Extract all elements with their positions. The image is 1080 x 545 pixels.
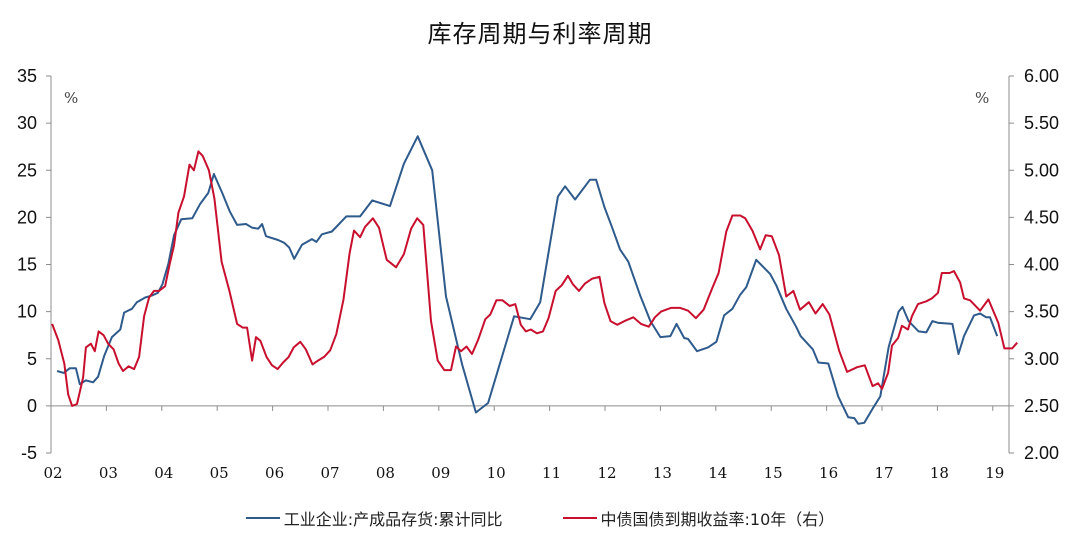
- x-axis-tick-label: 10: [487, 464, 506, 482]
- left-axis-tick-label: 15: [17, 255, 37, 275]
- chart-legend: 工业企业:产成品存货:累计同比 中债国债到期收益率:10年（右）: [0, 506, 1080, 530]
- x-axis-tick-label: 17: [874, 464, 893, 482]
- legend-swatch-red-line-icon: [562, 517, 597, 519]
- x-axis-tick-label: 12: [597, 464, 616, 482]
- x-axis-tick-label: 04: [154, 464, 173, 482]
- left-axis-tick-label: 35: [17, 66, 37, 86]
- right-axis-tick-label: 2.50: [1024, 396, 1059, 416]
- series-lines: [51, 135, 1018, 425]
- x-axis-tick-label: 13: [653, 464, 672, 482]
- right-axis-tick-label: 6.00: [1024, 66, 1059, 86]
- x-axis-tick-label: 15: [764, 464, 783, 482]
- left-axis-unit-label: %: [64, 89, 78, 107]
- x-axis-tick-label: 06: [265, 464, 284, 482]
- x-axis-tick-label: 03: [99, 464, 118, 482]
- left-axis-tick-label: -5: [21, 443, 37, 463]
- right-axis-unit-label: %: [975, 89, 989, 107]
- left-axis-tick-label: 0: [27, 396, 37, 416]
- x-axis-tick-label: 05: [210, 464, 229, 482]
- inventory-yoy-line: [56, 135, 999, 425]
- x-axis-tick-label: 11: [542, 464, 561, 482]
- x-axis-tick-label: 02: [43, 464, 62, 482]
- right-axis-tick-label: 3.00: [1024, 349, 1059, 369]
- legend-swatch-blue-line-icon: [245, 517, 280, 519]
- right-axis-tick-label: 5.50: [1024, 113, 1059, 133]
- right-axis-tick-label: 4.00: [1024, 255, 1059, 275]
- x-axis-tick-label: 09: [431, 464, 450, 482]
- bond-yield-10y-line: [51, 150, 1018, 407]
- right-axis-tick-label: 4.50: [1024, 207, 1059, 227]
- x-axis-tick-label: 16: [819, 464, 838, 482]
- right-axis-tick-label: 3.50: [1024, 302, 1059, 322]
- x-axis-tick-label: 14: [708, 464, 727, 482]
- right-axis-tick-label: 5.00: [1024, 160, 1059, 180]
- chart-title: 库存周期与利率周期: [427, 20, 653, 48]
- left-axis-tick-label: 5: [27, 349, 37, 369]
- left-axis-tick-label: 30: [17, 113, 37, 133]
- left-axis-tick-label: 25: [17, 160, 37, 180]
- x-axis-tick-label: 19: [985, 464, 1004, 482]
- legend-item-inventory: 工业企业:产成品存货:累计同比: [245, 506, 503, 530]
- x-axis-tick-label: 18: [930, 464, 949, 482]
- left-axis-tick-label: 20: [17, 207, 37, 227]
- x-axis-tick-label: 08: [376, 464, 395, 482]
- legend-label-inventory: 工业企业:产成品存货:累计同比: [283, 510, 503, 529]
- right-axis-tick-label: 2.00: [1024, 443, 1059, 463]
- axes: 35 30 25 20 15 10 5 0 -5 6.00 5.50 5.00 4.50 4.00 3.50…: [17, 66, 1059, 482]
- left-axis-tick-label: 10: [17, 302, 37, 322]
- legend-item-bond-yield: 中债国债到期收益率:10年（右）: [562, 506, 835, 530]
- x-axis-tick-label: 07: [320, 464, 339, 482]
- legend-label-bond-yield: 中债国债到期收益率:10年（右）: [600, 510, 835, 529]
